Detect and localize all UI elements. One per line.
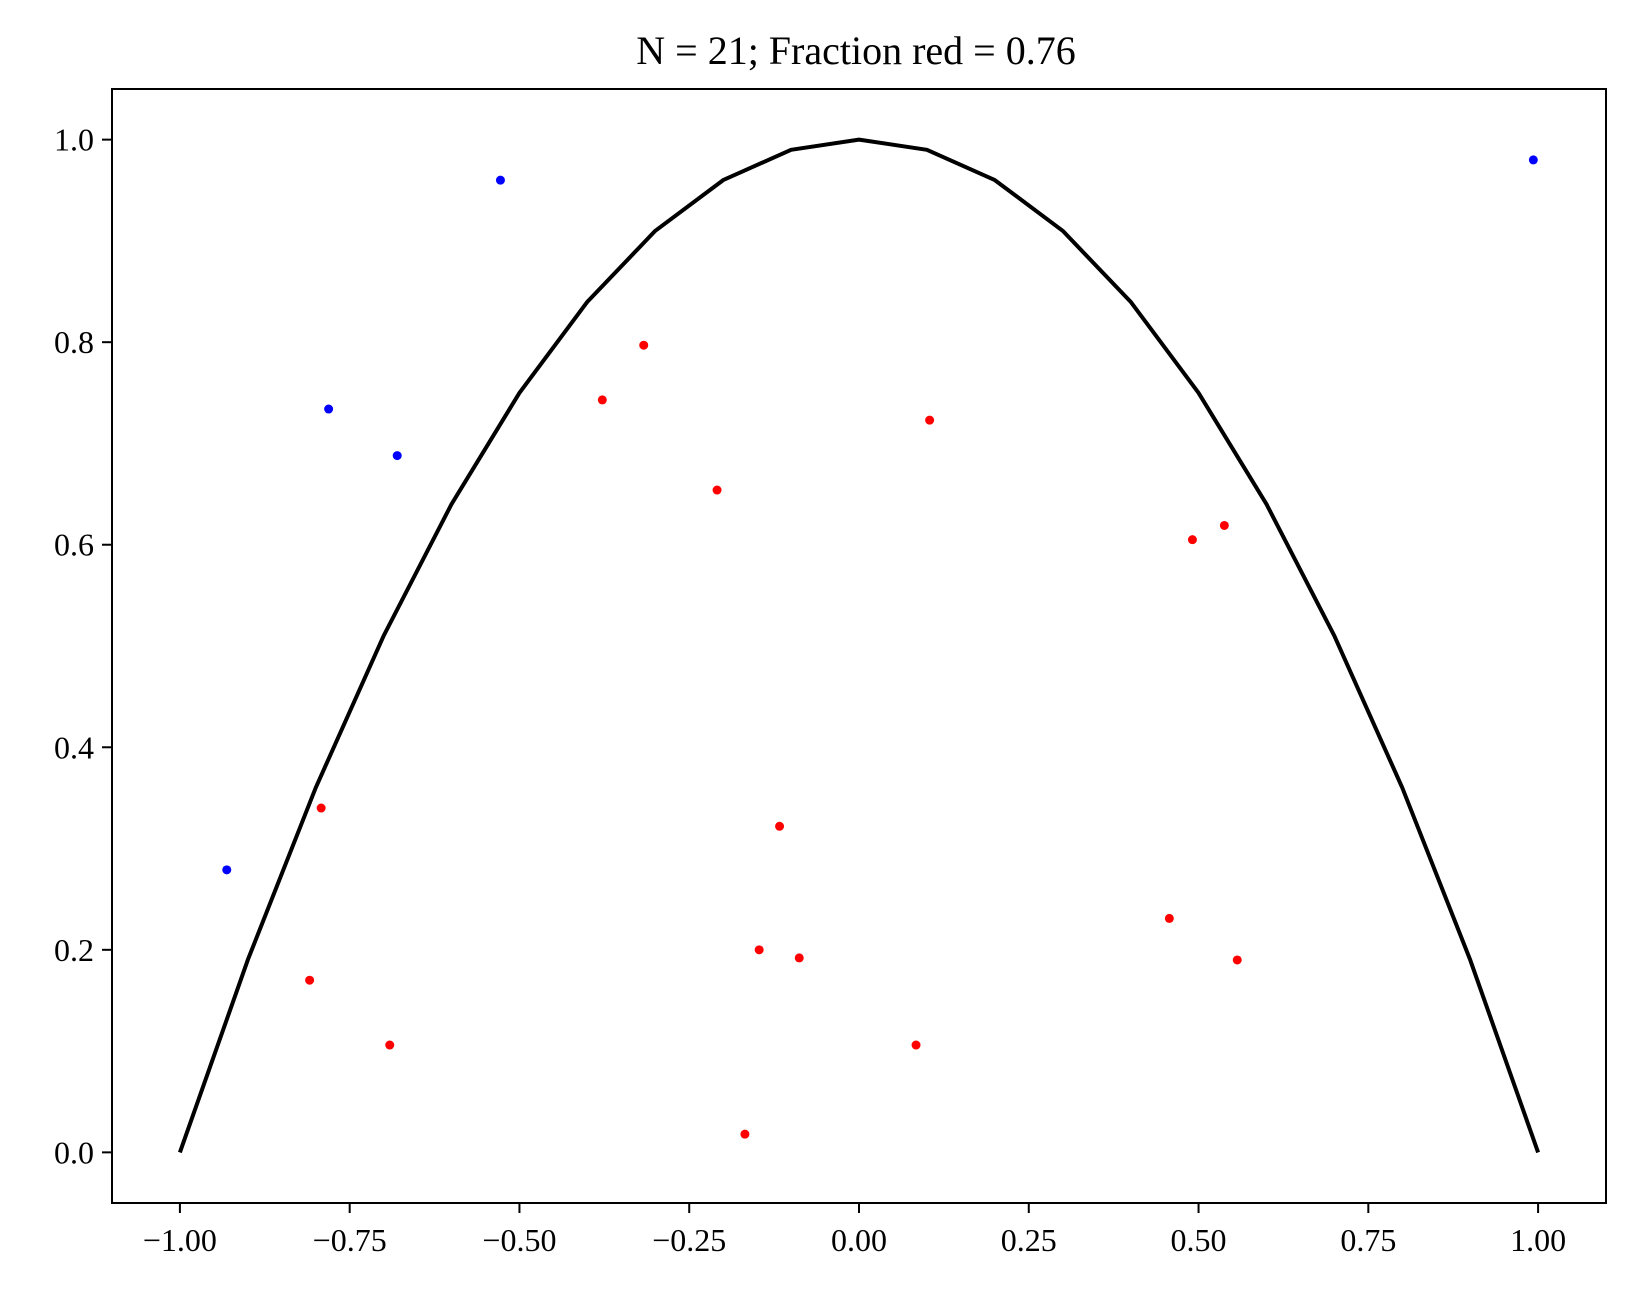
chart-title: N = 21; Fraction red = 0.76 <box>636 28 1076 73</box>
scatter-point <box>639 340 649 350</box>
scatter-points <box>222 155 1538 1139</box>
scatter-point <box>305 975 315 985</box>
x-tick-label: −0.75 <box>313 1222 387 1258</box>
y-tick-label: 1.0 <box>54 122 94 158</box>
scatter-point <box>911 1040 921 1050</box>
x-tick-label: −1.00 <box>143 1222 217 1258</box>
scatter-point <box>1528 155 1538 165</box>
y-tick-label: 0.8 <box>54 324 94 360</box>
y-tick-label: 0.6 <box>54 527 94 563</box>
plot-frame <box>111 88 1607 1204</box>
x-tick-label: −0.25 <box>652 1222 726 1258</box>
scatter-point <box>316 803 326 813</box>
scatter-point <box>775 821 785 831</box>
scatter-point <box>712 485 722 495</box>
axis-ticks: −1.00 −0.75 −0.50 −0.25 0.00 0.25 0.50 0.75 1.00… <box>54 122 1566 1258</box>
scatter-point <box>222 865 232 875</box>
y-tick-label: 0.0 <box>54 1134 94 1170</box>
scatter-point <box>740 1129 750 1139</box>
x-tick-label: 0.75 <box>1340 1222 1396 1258</box>
x-tick-label: −0.50 <box>482 1222 556 1258</box>
parabola-curve <box>178 137 1540 1154</box>
scatter-point <box>1164 913 1174 923</box>
scatter-point <box>495 175 505 185</box>
scatter-point <box>754 945 764 955</box>
scatter-point <box>385 1040 395 1050</box>
scatter-point <box>1187 535 1197 545</box>
scatter-point <box>794 953 804 963</box>
scatter-point <box>392 451 402 461</box>
x-tick-label: 1.00 <box>1510 1222 1566 1258</box>
x-tick-label: 0.50 <box>1171 1222 1227 1258</box>
x-tick-label: 0.25 <box>1001 1222 1057 1258</box>
y-tick-label: 0.4 <box>54 729 94 765</box>
y-tick-label: 0.2 <box>54 932 94 968</box>
x-tick-label: 0.00 <box>831 1222 887 1258</box>
scatter-point <box>925 415 935 425</box>
scatter-point <box>1219 520 1229 530</box>
scatter-point <box>324 404 334 414</box>
scatter-point <box>1232 955 1242 965</box>
scatter-point <box>597 395 607 405</box>
